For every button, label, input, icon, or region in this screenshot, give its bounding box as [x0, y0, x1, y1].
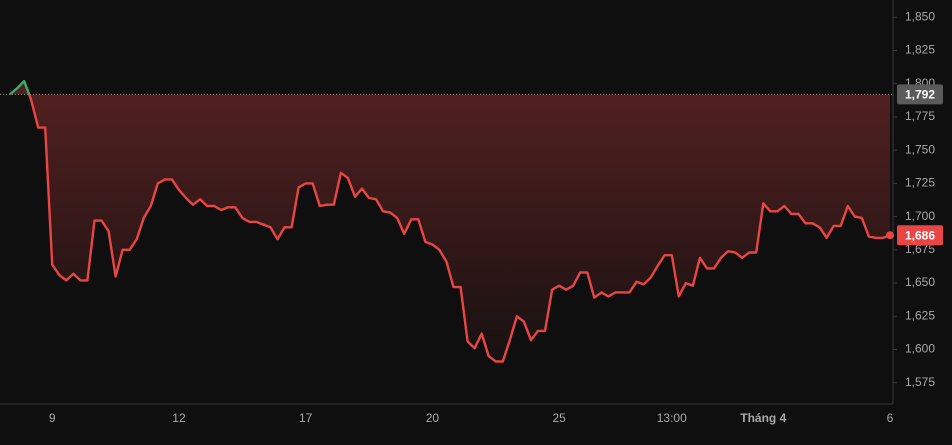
y-tick-label: 1,775	[905, 109, 935, 123]
y-tick-label: 1,725	[905, 176, 935, 190]
y-tick-label: 1,650	[905, 275, 935, 289]
x-tick-label: 25	[552, 411, 566, 425]
y-tick-label: 1,825	[905, 43, 935, 57]
x-tick-label: 17	[299, 411, 313, 425]
x-tick-label: 12	[172, 411, 186, 425]
x-tick-label: 9	[49, 411, 56, 425]
x-tick-label: 6	[887, 411, 894, 425]
last-point	[886, 231, 894, 240]
reference-label: 1,792	[905, 88, 935, 102]
x-tick-label: 20	[426, 411, 440, 425]
area-fill	[10, 81, 890, 362]
y-tick-label: 1,600	[905, 342, 935, 356]
y-tick-label: 1,850	[905, 9, 935, 23]
price-line	[9, 79, 891, 363]
last-label: 1,686	[905, 228, 935, 242]
x-tick-label: 13:00	[657, 411, 687, 425]
y-tick-label: 1,700	[905, 209, 935, 223]
reference-label-box	[897, 84, 943, 105]
x-tick-label: Tháng 4	[740, 411, 786, 425]
y-tick-label: 1,575	[905, 375, 935, 389]
last-label-box	[897, 225, 943, 246]
y-tick-label: 1,675	[905, 242, 935, 256]
y-tick-label: 1,750	[905, 142, 935, 156]
y-tick-label: 1,625	[905, 308, 935, 322]
